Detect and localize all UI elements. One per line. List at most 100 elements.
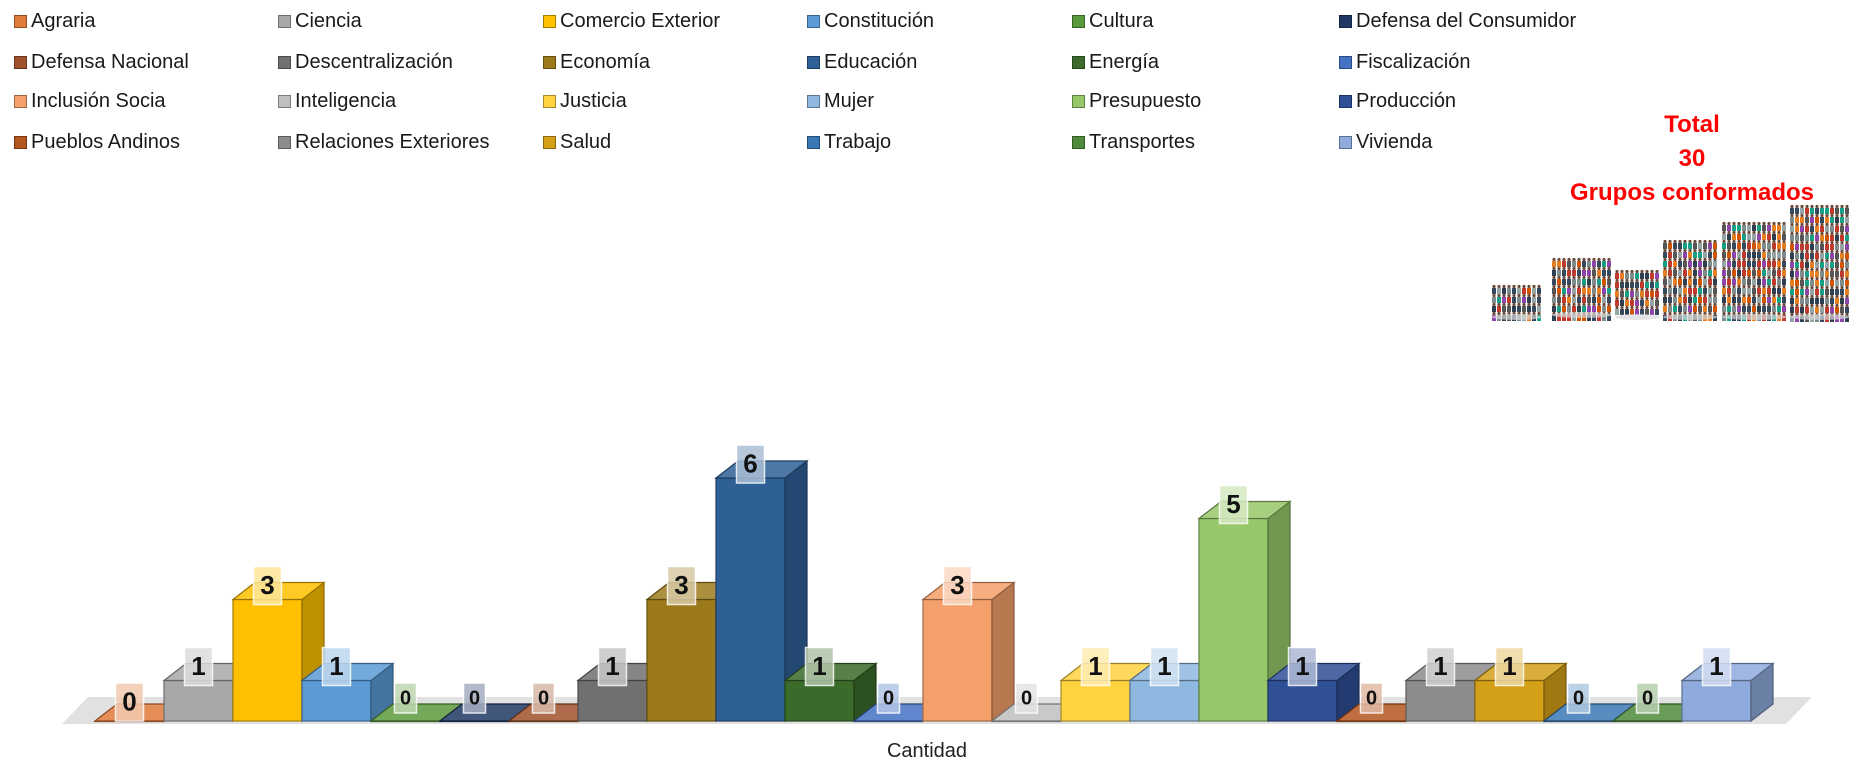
crowd-head (1722, 248, 1726, 253)
crowd-head (1790, 231, 1794, 236)
crowd-body (1742, 297, 1746, 303)
crowd-body (1722, 288, 1726, 294)
crowd-head (1762, 257, 1766, 262)
crowd-head (1620, 269, 1624, 274)
crowd-head (1747, 302, 1751, 307)
crowd-group (1552, 257, 1612, 321)
crowd-head (1790, 222, 1794, 227)
crowd-head (1597, 302, 1601, 307)
crowd-body (1688, 279, 1692, 285)
crowd-body (1820, 298, 1824, 304)
crowd-head (1625, 305, 1629, 310)
crowd-body (1845, 307, 1849, 313)
crowd-body (1767, 297, 1771, 303)
legend-label: Presupuesto (1089, 90, 1202, 112)
crowd-head (1703, 266, 1707, 271)
crowd-head (1747, 257, 1751, 262)
crowd-body (1645, 273, 1649, 279)
crowd-head (1767, 266, 1771, 271)
crowd-head (1757, 266, 1761, 271)
legend-swatch (14, 95, 27, 108)
legend-label: Inclusión Socia (31, 90, 166, 112)
crowd-head (1840, 267, 1844, 272)
crowd-body (1683, 243, 1687, 249)
bar-front (163, 679, 234, 722)
crowd-body (1742, 252, 1746, 258)
crowd-body (1835, 217, 1839, 223)
crowd-body (1620, 300, 1624, 306)
crowd-head (1587, 302, 1591, 307)
crowd-head (1737, 257, 1741, 262)
crowd-body (1683, 252, 1687, 258)
legend-item: Fiscalización (1339, 51, 1470, 74)
crowd-body (1615, 273, 1619, 279)
crowd-body (1757, 279, 1761, 285)
crowd-group (1663, 239, 1718, 321)
crowd-head (1805, 276, 1809, 281)
crowd-head (1698, 257, 1702, 262)
crowd-body (1552, 315, 1556, 321)
crowd-head (1737, 230, 1741, 235)
crowd-head (1625, 296, 1629, 301)
data-label: 1 (1433, 651, 1447, 681)
crowd-body (1810, 217, 1814, 223)
data-label: 0 (1021, 688, 1032, 710)
crowd-head (1830, 276, 1834, 281)
crowd-body (1708, 243, 1712, 249)
crowd-body (1497, 306, 1501, 312)
crowd-head (1805, 204, 1809, 209)
crowd-body (1840, 280, 1844, 286)
crowd-body (1795, 280, 1799, 286)
crowd-head (1502, 302, 1506, 307)
data-label-bg (1494, 646, 1525, 687)
crowd-head (1752, 221, 1756, 226)
crowd-head (1825, 258, 1829, 263)
crowd-head (1805, 303, 1809, 308)
crowd-body (1625, 291, 1629, 297)
crowd-head (1620, 287, 1624, 292)
crowd-body (1830, 271, 1834, 277)
crowd-body (1825, 289, 1829, 295)
crowd-head (1795, 294, 1799, 299)
crowd-head (1762, 239, 1766, 244)
crowd-body (1567, 261, 1571, 267)
crowd-head (1800, 213, 1804, 218)
crowd-head (1757, 302, 1761, 307)
legend-swatch (278, 95, 291, 108)
legend-label: Agraria (31, 10, 96, 32)
crowd-head (1830, 303, 1834, 308)
legend-swatch (807, 136, 820, 149)
crowd-head (1772, 239, 1776, 244)
crowd-head (1663, 266, 1667, 271)
crowd-head (1722, 311, 1726, 316)
crowd-head (1645, 269, 1649, 274)
crowd-head (1507, 293, 1511, 298)
legend-label: Salud (560, 131, 612, 153)
crowd-head (1698, 293, 1702, 298)
bar-front (784, 679, 855, 722)
crowd-body (1825, 298, 1829, 304)
crowd-body (1713, 279, 1717, 285)
crowd-head (1552, 266, 1556, 271)
crowd-body (1668, 297, 1672, 303)
crowd-body (1825, 271, 1829, 277)
crowd-body (1722, 297, 1726, 303)
crowd-body (1800, 298, 1804, 304)
crowd-body (1683, 261, 1687, 267)
crowd-shadow (1492, 314, 1542, 320)
crowd-head (1703, 293, 1707, 298)
data-label: 0 (469, 688, 480, 710)
crowd-body (1757, 270, 1761, 276)
data-label-bg (1566, 682, 1591, 714)
crowd-body (1795, 226, 1799, 232)
crowd-body (1835, 208, 1839, 214)
crowd-head (1582, 275, 1586, 280)
crowd-head (1597, 275, 1601, 280)
crowd-head (1815, 231, 1819, 236)
crowd-head (1825, 303, 1829, 308)
crowd-head (1825, 240, 1829, 245)
crowd-body (1587, 261, 1591, 267)
crowd-head (1732, 221, 1736, 226)
crowd-body (1732, 270, 1736, 276)
crowd-head (1742, 266, 1746, 271)
